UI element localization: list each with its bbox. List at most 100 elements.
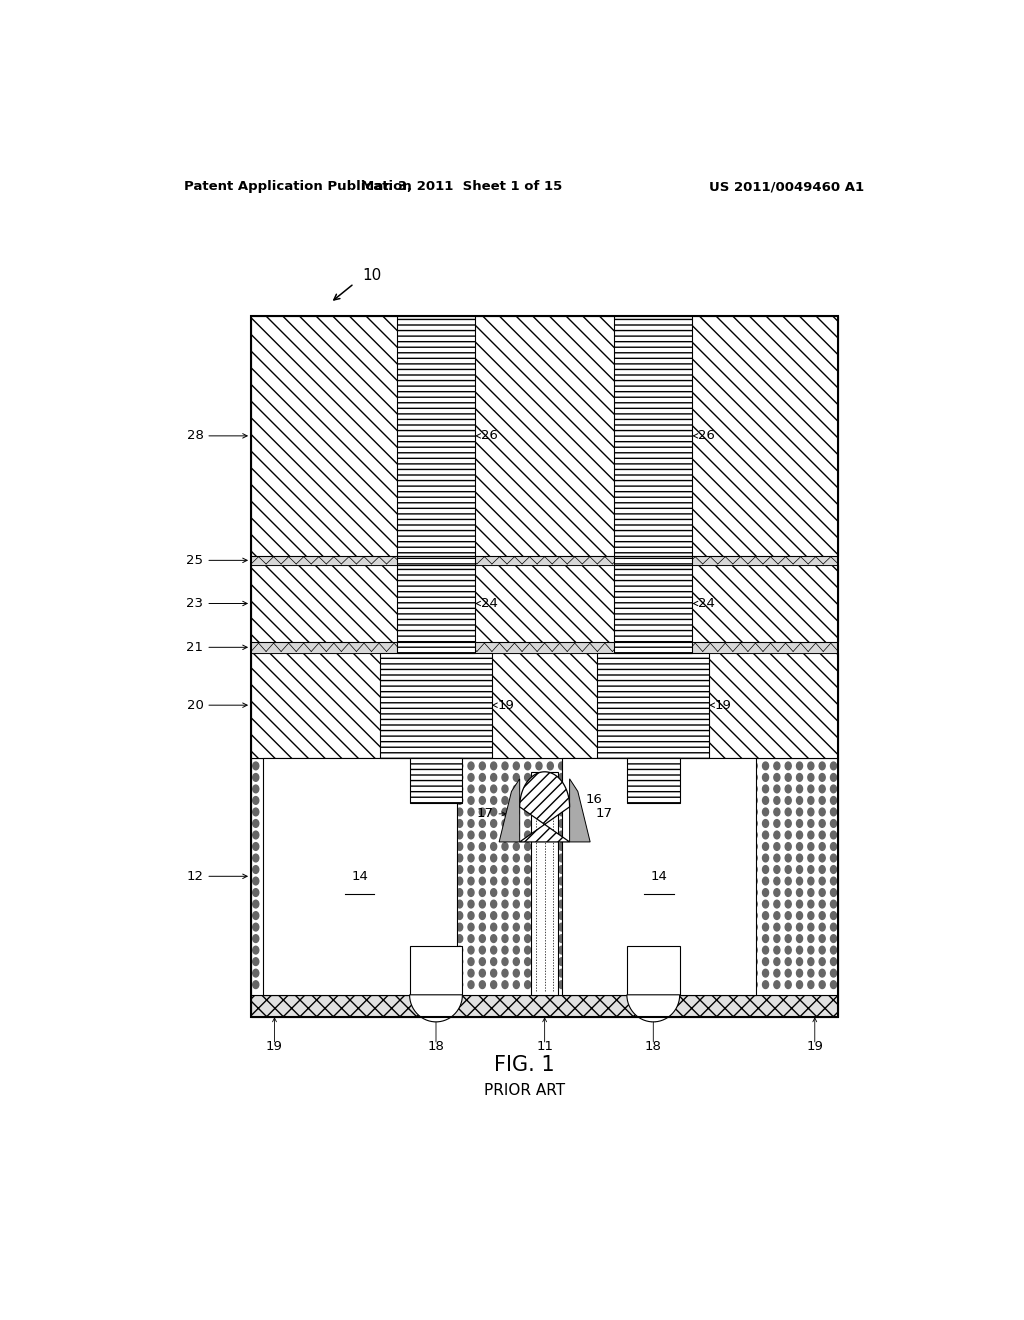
Circle shape bbox=[354, 774, 360, 781]
Circle shape bbox=[559, 785, 564, 793]
Circle shape bbox=[559, 946, 564, 954]
Circle shape bbox=[332, 832, 338, 838]
Circle shape bbox=[298, 935, 304, 942]
Circle shape bbox=[615, 935, 622, 942]
Circle shape bbox=[808, 912, 814, 920]
Circle shape bbox=[683, 842, 689, 850]
Circle shape bbox=[400, 854, 407, 862]
Circle shape bbox=[468, 981, 474, 989]
Circle shape bbox=[479, 842, 485, 850]
Circle shape bbox=[502, 832, 508, 838]
Circle shape bbox=[536, 854, 542, 862]
Text: 14: 14 bbox=[351, 870, 368, 883]
Circle shape bbox=[649, 774, 655, 781]
Circle shape bbox=[808, 969, 814, 977]
Circle shape bbox=[400, 900, 407, 908]
Circle shape bbox=[389, 878, 394, 884]
Circle shape bbox=[412, 854, 418, 862]
Circle shape bbox=[264, 888, 270, 896]
Circle shape bbox=[763, 866, 769, 874]
Circle shape bbox=[366, 923, 372, 931]
Circle shape bbox=[502, 946, 508, 954]
Circle shape bbox=[434, 866, 440, 874]
Circle shape bbox=[513, 888, 519, 896]
Circle shape bbox=[706, 762, 712, 770]
Circle shape bbox=[830, 981, 837, 989]
Circle shape bbox=[559, 762, 564, 770]
Circle shape bbox=[343, 866, 349, 874]
Circle shape bbox=[264, 912, 270, 920]
Circle shape bbox=[309, 820, 315, 828]
Circle shape bbox=[615, 878, 622, 884]
Circle shape bbox=[513, 796, 519, 804]
Circle shape bbox=[378, 888, 383, 896]
Circle shape bbox=[321, 969, 327, 977]
Circle shape bbox=[706, 820, 712, 828]
Circle shape bbox=[287, 958, 293, 965]
Circle shape bbox=[627, 842, 633, 850]
Circle shape bbox=[694, 946, 700, 954]
Circle shape bbox=[412, 946, 418, 954]
Circle shape bbox=[378, 762, 383, 770]
Circle shape bbox=[774, 935, 780, 942]
Circle shape bbox=[253, 762, 259, 770]
Circle shape bbox=[615, 923, 622, 931]
Circle shape bbox=[524, 958, 530, 965]
Circle shape bbox=[582, 866, 588, 874]
Circle shape bbox=[321, 923, 327, 931]
Circle shape bbox=[797, 900, 803, 908]
Circle shape bbox=[593, 762, 599, 770]
Circle shape bbox=[694, 935, 700, 942]
Circle shape bbox=[434, 774, 440, 781]
Circle shape bbox=[343, 832, 349, 838]
Circle shape bbox=[264, 946, 270, 954]
Circle shape bbox=[524, 981, 530, 989]
Circle shape bbox=[412, 785, 418, 793]
Circle shape bbox=[808, 832, 814, 838]
Circle shape bbox=[275, 854, 282, 862]
Circle shape bbox=[445, 854, 452, 862]
Circle shape bbox=[457, 935, 463, 942]
Circle shape bbox=[513, 808, 519, 816]
Circle shape bbox=[717, 946, 723, 954]
Circle shape bbox=[752, 981, 757, 989]
Circle shape bbox=[649, 878, 655, 884]
Text: 19: 19 bbox=[493, 698, 514, 711]
Circle shape bbox=[694, 785, 700, 793]
Circle shape bbox=[797, 958, 803, 965]
Circle shape bbox=[672, 946, 678, 954]
Text: 10: 10 bbox=[362, 268, 381, 282]
Circle shape bbox=[343, 878, 349, 884]
Circle shape bbox=[400, 888, 407, 896]
Circle shape bbox=[774, 923, 780, 931]
Circle shape bbox=[797, 762, 803, 770]
Circle shape bbox=[763, 888, 769, 896]
Circle shape bbox=[434, 854, 440, 862]
Circle shape bbox=[389, 774, 394, 781]
Circle shape bbox=[275, 878, 282, 884]
Circle shape bbox=[808, 946, 814, 954]
Circle shape bbox=[559, 923, 564, 931]
Circle shape bbox=[287, 796, 293, 804]
Circle shape bbox=[593, 854, 599, 862]
Circle shape bbox=[593, 969, 599, 977]
Circle shape bbox=[502, 969, 508, 977]
Circle shape bbox=[672, 981, 678, 989]
Circle shape bbox=[513, 912, 519, 920]
Circle shape bbox=[785, 981, 792, 989]
Circle shape bbox=[808, 842, 814, 850]
Circle shape bbox=[400, 946, 407, 954]
Circle shape bbox=[582, 900, 588, 908]
Circle shape bbox=[683, 832, 689, 838]
Circle shape bbox=[694, 958, 700, 965]
Circle shape bbox=[275, 888, 282, 896]
Text: US 2011/0049460 A1: US 2011/0049460 A1 bbox=[710, 181, 864, 193]
Circle shape bbox=[582, 796, 588, 804]
Circle shape bbox=[604, 981, 610, 989]
Circle shape bbox=[740, 923, 745, 931]
Circle shape bbox=[627, 969, 633, 977]
Circle shape bbox=[547, 832, 553, 838]
Circle shape bbox=[434, 796, 440, 804]
Circle shape bbox=[819, 969, 825, 977]
Circle shape bbox=[627, 923, 633, 931]
